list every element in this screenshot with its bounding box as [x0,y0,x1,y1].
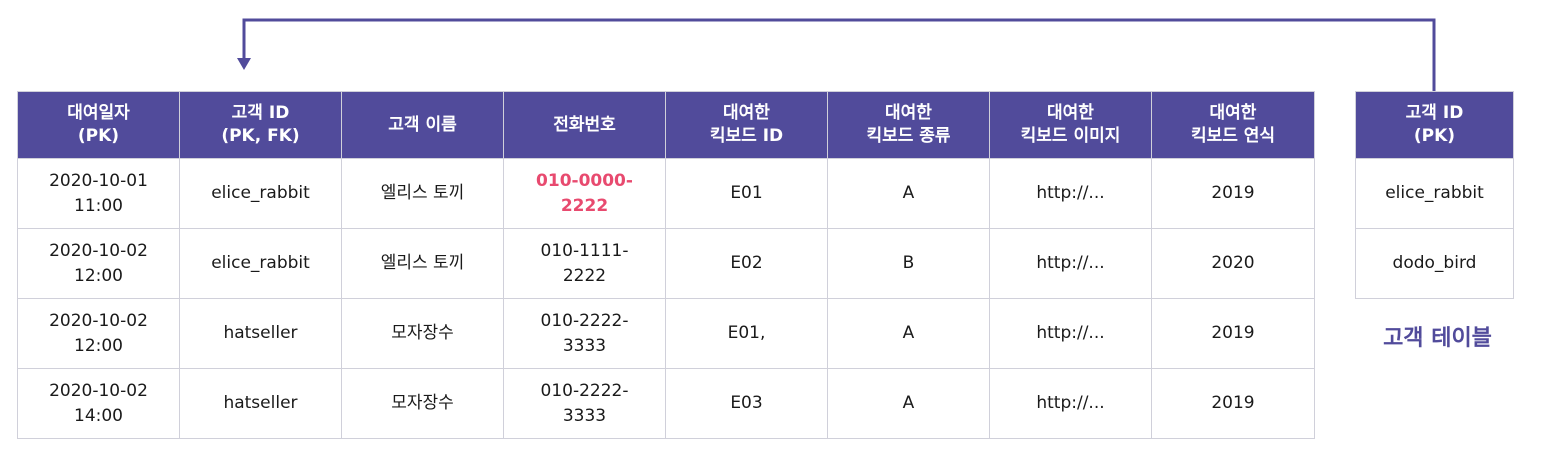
cell-scooter-type: A [827,298,990,369]
table-row: 2020-10-02 14:00 hatseller 모자장수 010-2222… [17,368,1315,439]
customer-table-label: 고객 테이블 [1383,326,1492,351]
cell-scooter-year: 2019 [1151,158,1315,229]
cell-phone: 010-1111- 2222 [503,228,666,299]
cell-customer-id: elice_rabbit [1355,158,1514,229]
cell-scooter-year: 2019 [1151,298,1315,369]
header-rental-date: 대여일자 (PK) [17,91,180,159]
cell-scooter-type: A [827,158,990,229]
header-scooter-year: 대여한 킥보드 연식 [1151,91,1315,159]
cell-scooter-image: http://... [989,368,1152,439]
cell-scooter-image: http://... [989,298,1152,369]
table-row: 2020-10-02 12:00 hatseller 모자장수 010-2222… [17,298,1315,369]
cell-scooter-id: E01 [665,158,828,229]
cell-rental-date: 2020-10-01 11:00 [17,158,180,229]
arrow-head [237,58,251,70]
cell-scooter-year: 2019 [1151,368,1315,439]
cell-customer-id: elice_rabbit [179,158,342,229]
cell-customer-name: 모자장수 [341,298,504,369]
table-row: elice_rabbit [1355,158,1514,229]
cell-phone: 010-2222- 3333 [503,298,666,369]
cell-customer-name: 엘리스 토끼 [341,228,504,299]
cell-rental-date: 2020-10-02 12:00 [17,298,180,369]
customer-table: 고객 ID (PK) elice_rabbit dodo_bird [1355,91,1514,299]
cell-phone: 010-2222- 3333 [503,368,666,439]
header-customer-name: 고객 이름 [341,91,504,159]
cell-customer-name: 엘리스 토끼 [341,158,504,229]
header-scooter-id: 대여한 킥보드 ID [665,91,828,159]
cell-scooter-image: http://... [989,158,1152,229]
header-customer-id-pk: 고객 ID (PK) [1355,91,1514,159]
header-scooter-image: 대여한 킥보드 이미지 [989,91,1152,159]
cell-scooter-year: 2020 [1151,228,1315,299]
cell-rental-date: 2020-10-02 14:00 [17,368,180,439]
cell-scooter-image: http://... [989,228,1152,299]
cell-scooter-id: E03 [665,368,828,439]
cell-customer-id: hatseller [179,298,342,369]
rental-header-row: 대여일자 (PK) 고객 ID (PK, FK) 고객 이름 전화번호 대여한 … [17,91,1315,159]
cell-rental-date: 2020-10-02 12:00 [17,228,180,299]
cell-customer-id: elice_rabbit [179,228,342,299]
table-row: 2020-10-02 12:00 elice_rabbit 엘리스 토끼 010… [17,228,1315,299]
header-phone: 전화번호 [503,91,666,159]
header-customer-id: 고객 ID (PK, FK) [179,91,342,159]
customer-header-row: 고객 ID (PK) [1355,91,1514,159]
cell-scooter-id: E02 [665,228,828,299]
cell-scooter-type: A [827,368,990,439]
cell-phone-highlighted: 010-0000- 2222 [503,158,666,229]
table-row: dodo_bird [1355,228,1514,299]
table-row: 2020-10-01 11:00 elice_rabbit 엘리스 토끼 010… [17,158,1315,229]
header-scooter-type: 대여한 킥보드 종류 [827,91,990,159]
rental-table: 대여일자 (PK) 고객 ID (PK, FK) 고객 이름 전화번호 대여한 … [17,91,1315,439]
cell-scooter-id: E01, [665,298,828,369]
arrow-line [242,18,1436,91]
cell-customer-name: 모자장수 [341,368,504,439]
cell-customer-id: dodo_bird [1355,228,1514,299]
cell-scooter-type: B [827,228,990,299]
cell-customer-id: hatseller [179,368,342,439]
